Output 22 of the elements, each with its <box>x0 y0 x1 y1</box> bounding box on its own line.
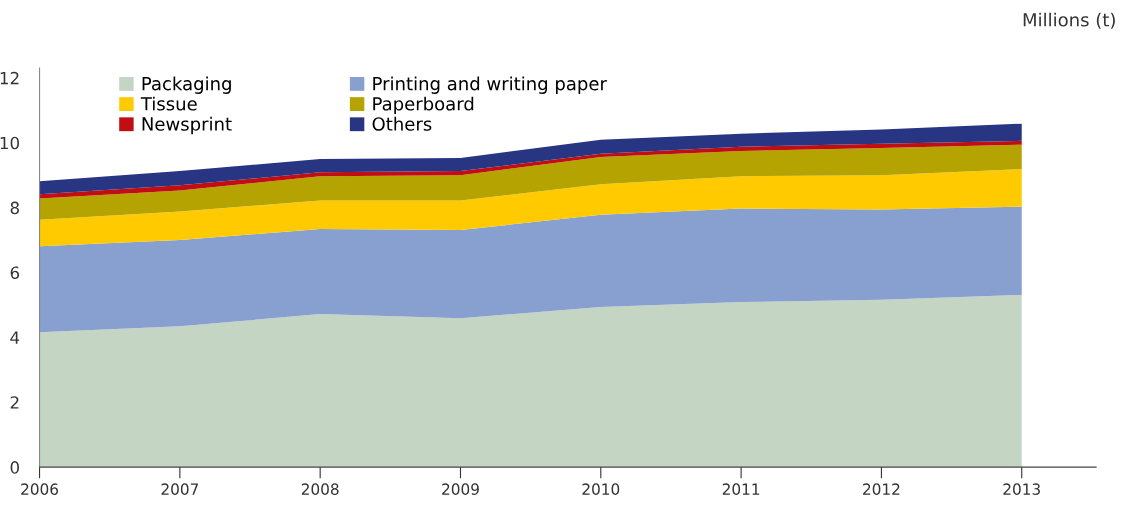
x-tick-label: 2008 <box>301 483 339 495</box>
x-tick-label: 2007 <box>161 483 198 495</box>
y-tick-label: 4 <box>10 331 20 344</box>
y-tick-label: 0 <box>10 461 19 474</box>
y-tick-label: 10 <box>0 136 19 150</box>
x-tick-label: 2010 <box>582 483 620 495</box>
y-axis-title: Millions (t) <box>1023 12 1115 29</box>
legend-label: Printing and writing paper <box>373 76 607 94</box>
x-tick-label: 2011 <box>722 483 760 495</box>
x-tick-label: 2006 <box>21 483 59 495</box>
legend-label: Newsprint <box>142 116 232 135</box>
x-tick-label: 2012 <box>863 483 900 495</box>
legend-label: Tissue <box>140 96 197 111</box>
x-tick-label: 2013 <box>1003 483 1040 495</box>
y-tick-label: 2 <box>10 396 19 409</box>
legend-label: Paperboard <box>373 96 474 115</box>
legend-label: Others <box>372 116 432 131</box>
legend-label: Packaging <box>142 76 231 94</box>
x-tick-label: 2009 <box>442 483 479 495</box>
y-tick-label: 8 <box>10 201 19 215</box>
y-tick-label: 6 <box>10 266 20 280</box>
y-tick-label: 12 <box>0 71 19 85</box>
